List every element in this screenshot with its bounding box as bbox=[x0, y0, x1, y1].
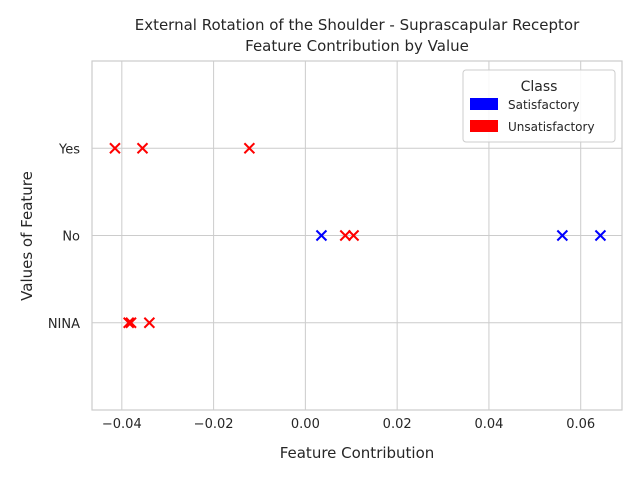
x-tick-label: 0.06 bbox=[566, 417, 595, 432]
x-axis-label: Feature Contribution bbox=[280, 444, 435, 462]
data-point bbox=[125, 317, 137, 329]
legend-label-unsatisfactory: Unsatisfactory bbox=[508, 120, 595, 134]
data-point bbox=[109, 142, 121, 154]
legend: Class Satisfactory Unsatisfactory bbox=[462, 69, 616, 143]
data-point bbox=[556, 229, 569, 242]
data-points bbox=[109, 142, 607, 329]
y-axis-label: Values of Feature bbox=[18, 171, 36, 301]
y-tick-label: No bbox=[62, 230, 80, 245]
legend-box bbox=[462, 69, 616, 143]
chart-title: External Rotation of the Shoulder - Supr… bbox=[135, 16, 580, 34]
x-tick-labels: −0.04 −0.02 0.00 0.02 0.04 0.06 bbox=[102, 417, 595, 432]
data-point bbox=[339, 229, 352, 242]
legend-swatch-unsatisfactory bbox=[470, 120, 498, 132]
x-tick-label: −0.02 bbox=[194, 417, 234, 432]
data-point bbox=[123, 317, 135, 329]
data-point bbox=[315, 229, 328, 242]
legend-swatch-satisfactory bbox=[470, 98, 498, 110]
chart-subtitle: Feature Contribution by Value bbox=[245, 37, 469, 55]
x-tick-label: 0.02 bbox=[383, 417, 412, 432]
data-point bbox=[136, 142, 149, 154]
x-tick-label: −0.04 bbox=[102, 417, 142, 432]
x-tick-label: 0.04 bbox=[474, 417, 503, 432]
y-tick-labels: Yes No NINA bbox=[48, 142, 80, 332]
data-point bbox=[143, 317, 156, 329]
legend-label-satisfactory: Satisfactory bbox=[508, 98, 580, 112]
x-tick-label: 0.00 bbox=[291, 417, 320, 432]
legend-title: Class bbox=[521, 79, 558, 95]
data-point bbox=[594, 229, 607, 242]
y-tick-label: Yes bbox=[58, 142, 80, 157]
data-point bbox=[243, 142, 256, 154]
plot-frame bbox=[91, 60, 623, 411]
data-point bbox=[347, 229, 360, 242]
y-tick-label: NINA bbox=[48, 317, 80, 332]
